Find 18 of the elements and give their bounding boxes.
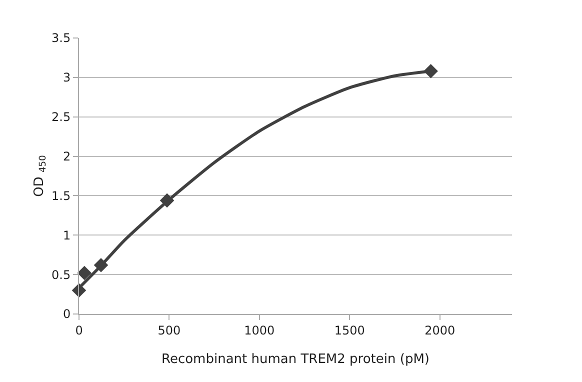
y-tick-label: 1 <box>62 228 71 242</box>
point <box>160 193 174 208</box>
x-tick-label: 500 <box>158 323 181 338</box>
y-tick-label: 2.5 <box>52 110 71 124</box>
y-tick-label: 0 <box>62 307 71 322</box>
x-tick-label: 0 <box>75 323 83 338</box>
x-tick-label: 1000 <box>244 323 275 338</box>
x-tick-label: 1500 <box>334 323 365 338</box>
x-tick-label: 2000 <box>424 323 456 338</box>
point <box>424 64 438 78</box>
y-tick-label: 3 <box>62 70 71 85</box>
x-axis-title: Recombinant human TREM2 protein (pM) <box>162 352 430 367</box>
y-tick-label: 3.5 <box>52 31 71 46</box>
point <box>94 258 108 272</box>
point <box>77 266 92 280</box>
y-tick-label: 2 <box>62 149 71 164</box>
y-tick-label: 0.5 <box>52 268 71 282</box>
y-tick-label: 1.5 <box>52 188 71 203</box>
